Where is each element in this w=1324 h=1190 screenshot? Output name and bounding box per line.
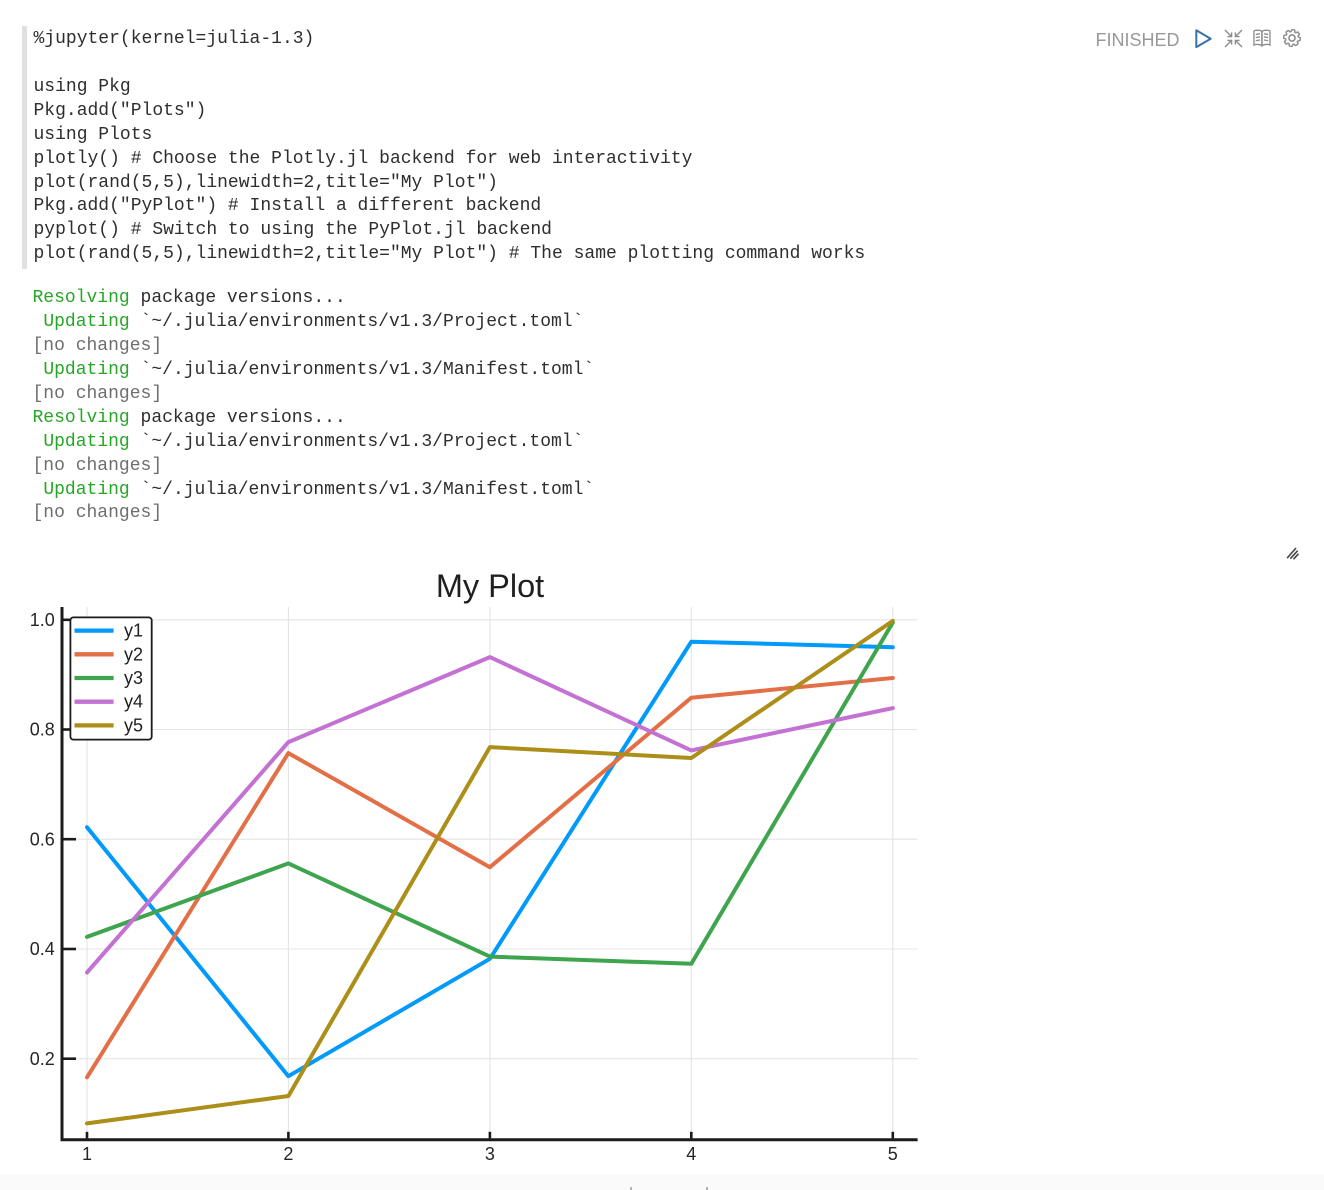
svg-text:1: 1 (82, 1144, 92, 1164)
svg-text:y3: y3 (124, 668, 143, 688)
svg-text:0.6: 0.6 (30, 829, 55, 849)
svg-text:5: 5 (888, 1144, 898, 1164)
svg-text:0.4: 0.4 (30, 939, 55, 959)
svg-text:4: 4 (686, 1144, 696, 1164)
svg-text:My Plot: My Plot (436, 568, 544, 604)
svg-text:y2: y2 (124, 644, 143, 664)
svg-text:1.0: 1.0 (30, 610, 55, 630)
svg-text:3: 3 (485, 1144, 495, 1164)
svg-text:y4: y4 (124, 692, 143, 712)
svg-text:0.2: 0.2 (30, 1049, 55, 1069)
svg-text:0.8: 0.8 (30, 720, 55, 740)
svg-text:2: 2 (283, 1144, 293, 1164)
svg-text:y5: y5 (124, 715, 143, 735)
svg-text:y1: y1 (124, 621, 143, 641)
